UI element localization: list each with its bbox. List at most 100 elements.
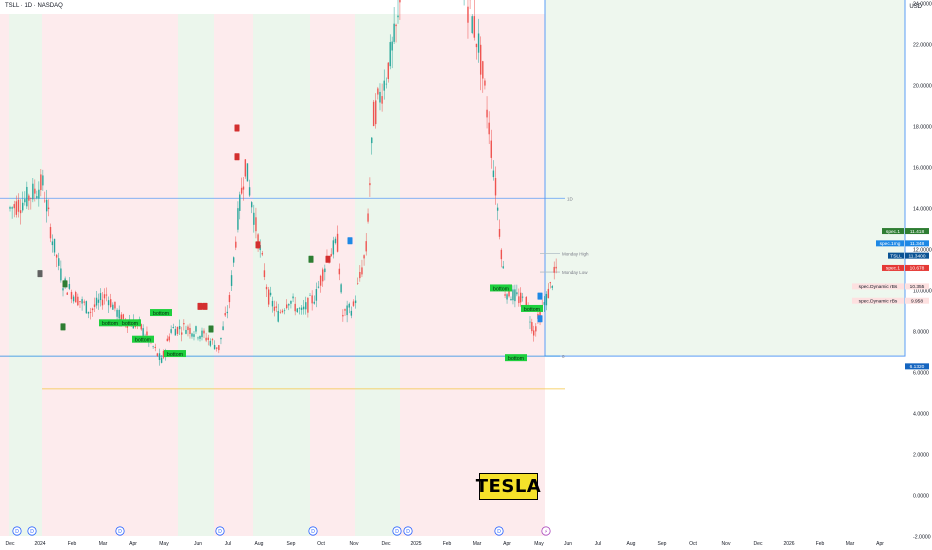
signal-marker-7 bbox=[234, 153, 240, 161]
signal-marker-9 bbox=[308, 255, 314, 263]
price-tag-value-1: 11.418 bbox=[910, 229, 925, 235]
candle-body bbox=[89, 311, 92, 313]
level-label-4: 0 bbox=[562, 354, 565, 359]
bottom-tag-4 bbox=[132, 335, 154, 343]
candle-body bbox=[531, 322, 533, 332]
candle-body bbox=[512, 289, 514, 301]
dividend-marker-label-1: D bbox=[30, 529, 34, 535]
candle-body bbox=[543, 302, 545, 305]
candle-body bbox=[379, 91, 381, 103]
candle-body bbox=[15, 201, 18, 215]
candle-body bbox=[383, 80, 385, 91]
candle-body bbox=[391, 41, 393, 51]
dividend-marker-label-0: D bbox=[15, 529, 19, 535]
candle-body bbox=[275, 306, 277, 308]
bottom-tag-3 bbox=[164, 350, 186, 358]
price-tag-value-bg-1 bbox=[905, 228, 929, 235]
price-tag-name-bg-2 bbox=[876, 240, 904, 247]
candle-body bbox=[547, 288, 550, 299]
candle-body bbox=[494, 177, 497, 196]
candle-body bbox=[492, 170, 495, 178]
candle-body bbox=[244, 159, 247, 177]
candle-body bbox=[209, 340, 212, 346]
candle-body bbox=[532, 330, 535, 336]
candle-body bbox=[467, 6, 469, 23]
candle-body bbox=[174, 329, 177, 336]
candle-body bbox=[189, 327, 191, 334]
candle-body bbox=[263, 270, 266, 278]
candle-body bbox=[395, 24, 397, 27]
price-tag-name-bg-4 bbox=[882, 264, 904, 271]
candle-body bbox=[140, 324, 142, 330]
y-tick-10: 18.0000 bbox=[913, 125, 932, 131]
candle-body bbox=[112, 304, 114, 310]
candle-body bbox=[17, 199, 20, 212]
dividend-marker-label-7: D bbox=[497, 529, 501, 535]
candle-body bbox=[40, 174, 42, 191]
price-tag-value-5: 10.355 bbox=[910, 284, 925, 290]
bottom-tag-6 bbox=[521, 304, 543, 312]
dividend-marker-label-4: D bbox=[311, 529, 315, 535]
bottom-tag-label-2: bottom bbox=[153, 311, 170, 317]
candle-body bbox=[154, 346, 156, 348]
candle-body bbox=[317, 286, 320, 288]
x-tick-23: Nov bbox=[722, 541, 731, 547]
candle-body bbox=[213, 344, 216, 350]
candle-body bbox=[13, 204, 15, 209]
x-tick-6: Jun bbox=[194, 541, 202, 547]
candle-body bbox=[251, 202, 253, 208]
price-tag-name-bg-6 bbox=[852, 297, 904, 304]
candle-body bbox=[283, 310, 286, 311]
x-tick-26: Feb bbox=[816, 541, 825, 547]
candle-body bbox=[486, 109, 488, 118]
x-tick-28: Apr bbox=[876, 541, 884, 547]
y-tick-1: 0.0000 bbox=[913, 494, 929, 500]
candle-body bbox=[473, 16, 476, 38]
dividend-marker-7 bbox=[494, 526, 504, 536]
x-tick-16: Apr bbox=[503, 541, 511, 547]
dividend-marker-0 bbox=[12, 526, 22, 536]
candle-body bbox=[518, 296, 520, 304]
x-tick-14: Feb bbox=[443, 541, 452, 547]
candle-body bbox=[44, 200, 46, 202]
candle-body bbox=[191, 333, 193, 337]
price-tag-name-bg-1 bbox=[882, 228, 904, 235]
zone-7 bbox=[355, 14, 400, 536]
candle-body bbox=[42, 175, 44, 186]
candle-body bbox=[348, 303, 350, 308]
candle-body bbox=[529, 321, 531, 323]
candle-body bbox=[101, 299, 104, 306]
candle-body bbox=[216, 347, 218, 349]
candle-body bbox=[336, 233, 339, 252]
x-tick-25: 2026 bbox=[783, 541, 794, 547]
candle-body bbox=[504, 294, 506, 296]
candle-body bbox=[38, 189, 40, 199]
dividend-marker-label-5: D bbox=[395, 529, 399, 535]
candle-body bbox=[103, 294, 106, 299]
level-label-2: Monday High bbox=[562, 252, 589, 257]
price-tag-value-bg-2 bbox=[905, 240, 929, 247]
candle-body bbox=[11, 207, 13, 209]
y-tick-13: 24.0000 bbox=[913, 2, 932, 8]
level-label-3: Monday Low bbox=[562, 270, 588, 275]
bottom-tag-label-4: bottom bbox=[135, 338, 152, 344]
dividend-marker-1 bbox=[27, 526, 37, 536]
bottom-tag-label-7: bottom bbox=[508, 356, 525, 362]
candle-body bbox=[342, 314, 344, 317]
candle-body bbox=[83, 301, 85, 303]
signal-marker-4 bbox=[197, 302, 203, 310]
price-tag-value-bg-5 bbox=[905, 283, 929, 290]
price-tag-value-bg-7 bbox=[905, 363, 929, 370]
signal-marker-0 bbox=[37, 270, 43, 278]
x-tick-8: Aug bbox=[255, 541, 264, 547]
candle-body bbox=[91, 308, 94, 311]
x-tick-20: Aug bbox=[627, 541, 636, 547]
price-tag-name-1: spec.1 bbox=[886, 229, 900, 235]
candle-body bbox=[377, 88, 379, 95]
x-tick-21: Sep bbox=[658, 541, 667, 547]
signal-marker-17 bbox=[537, 292, 543, 300]
level-label-1: 1D bbox=[567, 196, 574, 201]
candle-body bbox=[203, 330, 205, 334]
signal-marker-6 bbox=[234, 124, 240, 132]
